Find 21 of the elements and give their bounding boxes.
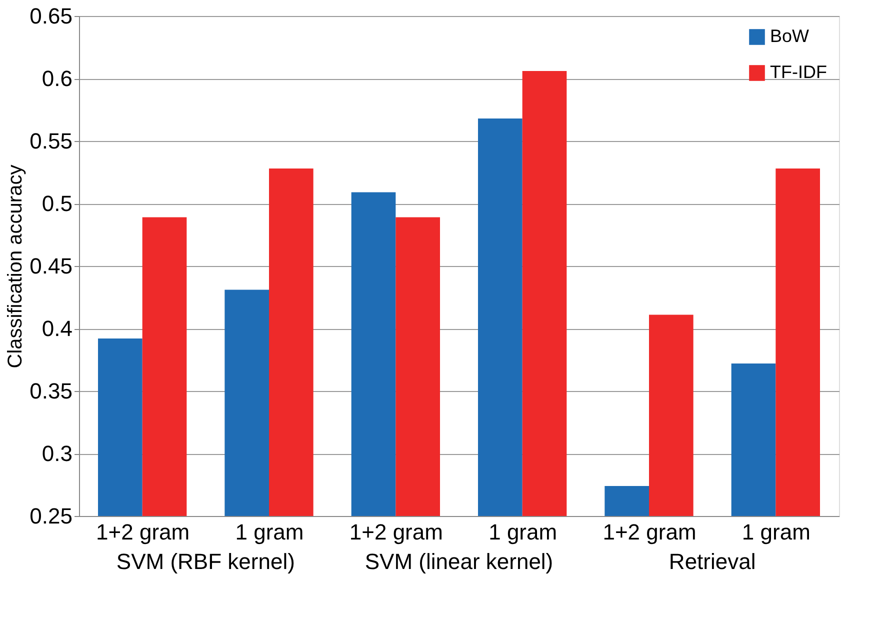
y-tick-label: 0.65 <box>30 4 72 28</box>
y-axis-title: Classification accuracy <box>4 164 27 368</box>
x-tick-label: 1+2 gram <box>602 520 696 544</box>
text: Retrieval <box>668 549 756 574</box>
text: SVM (linear kernel) <box>364 549 554 574</box>
legend-label: BoW <box>770 26 810 46</box>
y-tick-label: 0.45 <box>30 254 72 278</box>
y-tick-label: 0.6 <box>42 66 72 91</box>
x-tick-label: 1 gram <box>742 520 810 544</box>
x-tick-label: 1 gram <box>488 520 558 544</box>
y-tick-label: 0.5 <box>42 191 72 216</box>
y-tick-label: 0.35 <box>30 378 72 404</box>
x-tick-label: 1 gram <box>235 520 304 544</box>
x-tick-label: 1+2 gram <box>96 520 190 544</box>
y-tick-label: 0.4 <box>42 316 72 341</box>
legend-label: TF-IDF <box>770 62 827 82</box>
text: SVM (RBF kernel) <box>116 549 295 574</box>
y-tick-label: 0.55 <box>30 128 72 154</box>
y-tick-label: 0.25 <box>30 504 72 528</box>
y-tick-label: 0.3 <box>42 441 72 466</box>
x-tick-label: 1+2 gram <box>349 520 443 544</box>
